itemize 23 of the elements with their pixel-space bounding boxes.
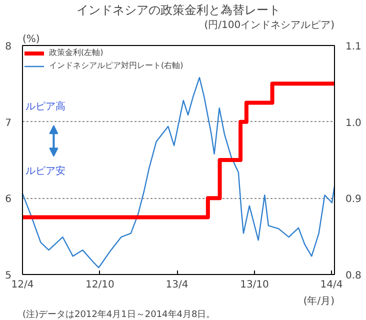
- text: (注)データは2012年4月1日～2014年4月8日。: [22, 309, 216, 320]
- y-axis-title: (%): [22, 34, 40, 45]
- legend-label: 政策金利(左軸): [49, 47, 104, 58]
- legend-label: インドネシアルピア対円レート(右軸): [49, 60, 184, 71]
- y2-tick-label: 0.8: [346, 270, 362, 282]
- chart-title: インドネシアの政策金利と為替レート: [76, 3, 280, 17]
- x-tick-label: 13/4: [166, 280, 188, 290]
- y-tick-label: 8: [5, 42, 12, 52]
- annotation: ルピア安: [26, 164, 66, 177]
- annotation: ルピア高: [26, 100, 66, 113]
- y2-axis-title: (円/100インドネシアルピア): [204, 20, 335, 31]
- y-tick-label: 6: [5, 194, 12, 206]
- y2-tick-label: 0.9: [346, 194, 362, 206]
- y-tick-label: 7: [5, 118, 12, 129]
- y2-tick-label: 1.0: [346, 118, 362, 129]
- y2-tick-label: 1.1: [346, 42, 362, 52]
- x-tick-label: 12/10: [86, 280, 114, 290]
- x-tick-label: 13/10: [240, 280, 269, 290]
- x-axis-title: (年/月): [303, 295, 335, 307]
- line-series: [22, 76, 334, 268]
- x-tick-label: 14/4: [320, 280, 343, 290]
- x-tick-label: 12/4: [11, 280, 34, 290]
- y-tick-label: 5: [5, 270, 12, 282]
